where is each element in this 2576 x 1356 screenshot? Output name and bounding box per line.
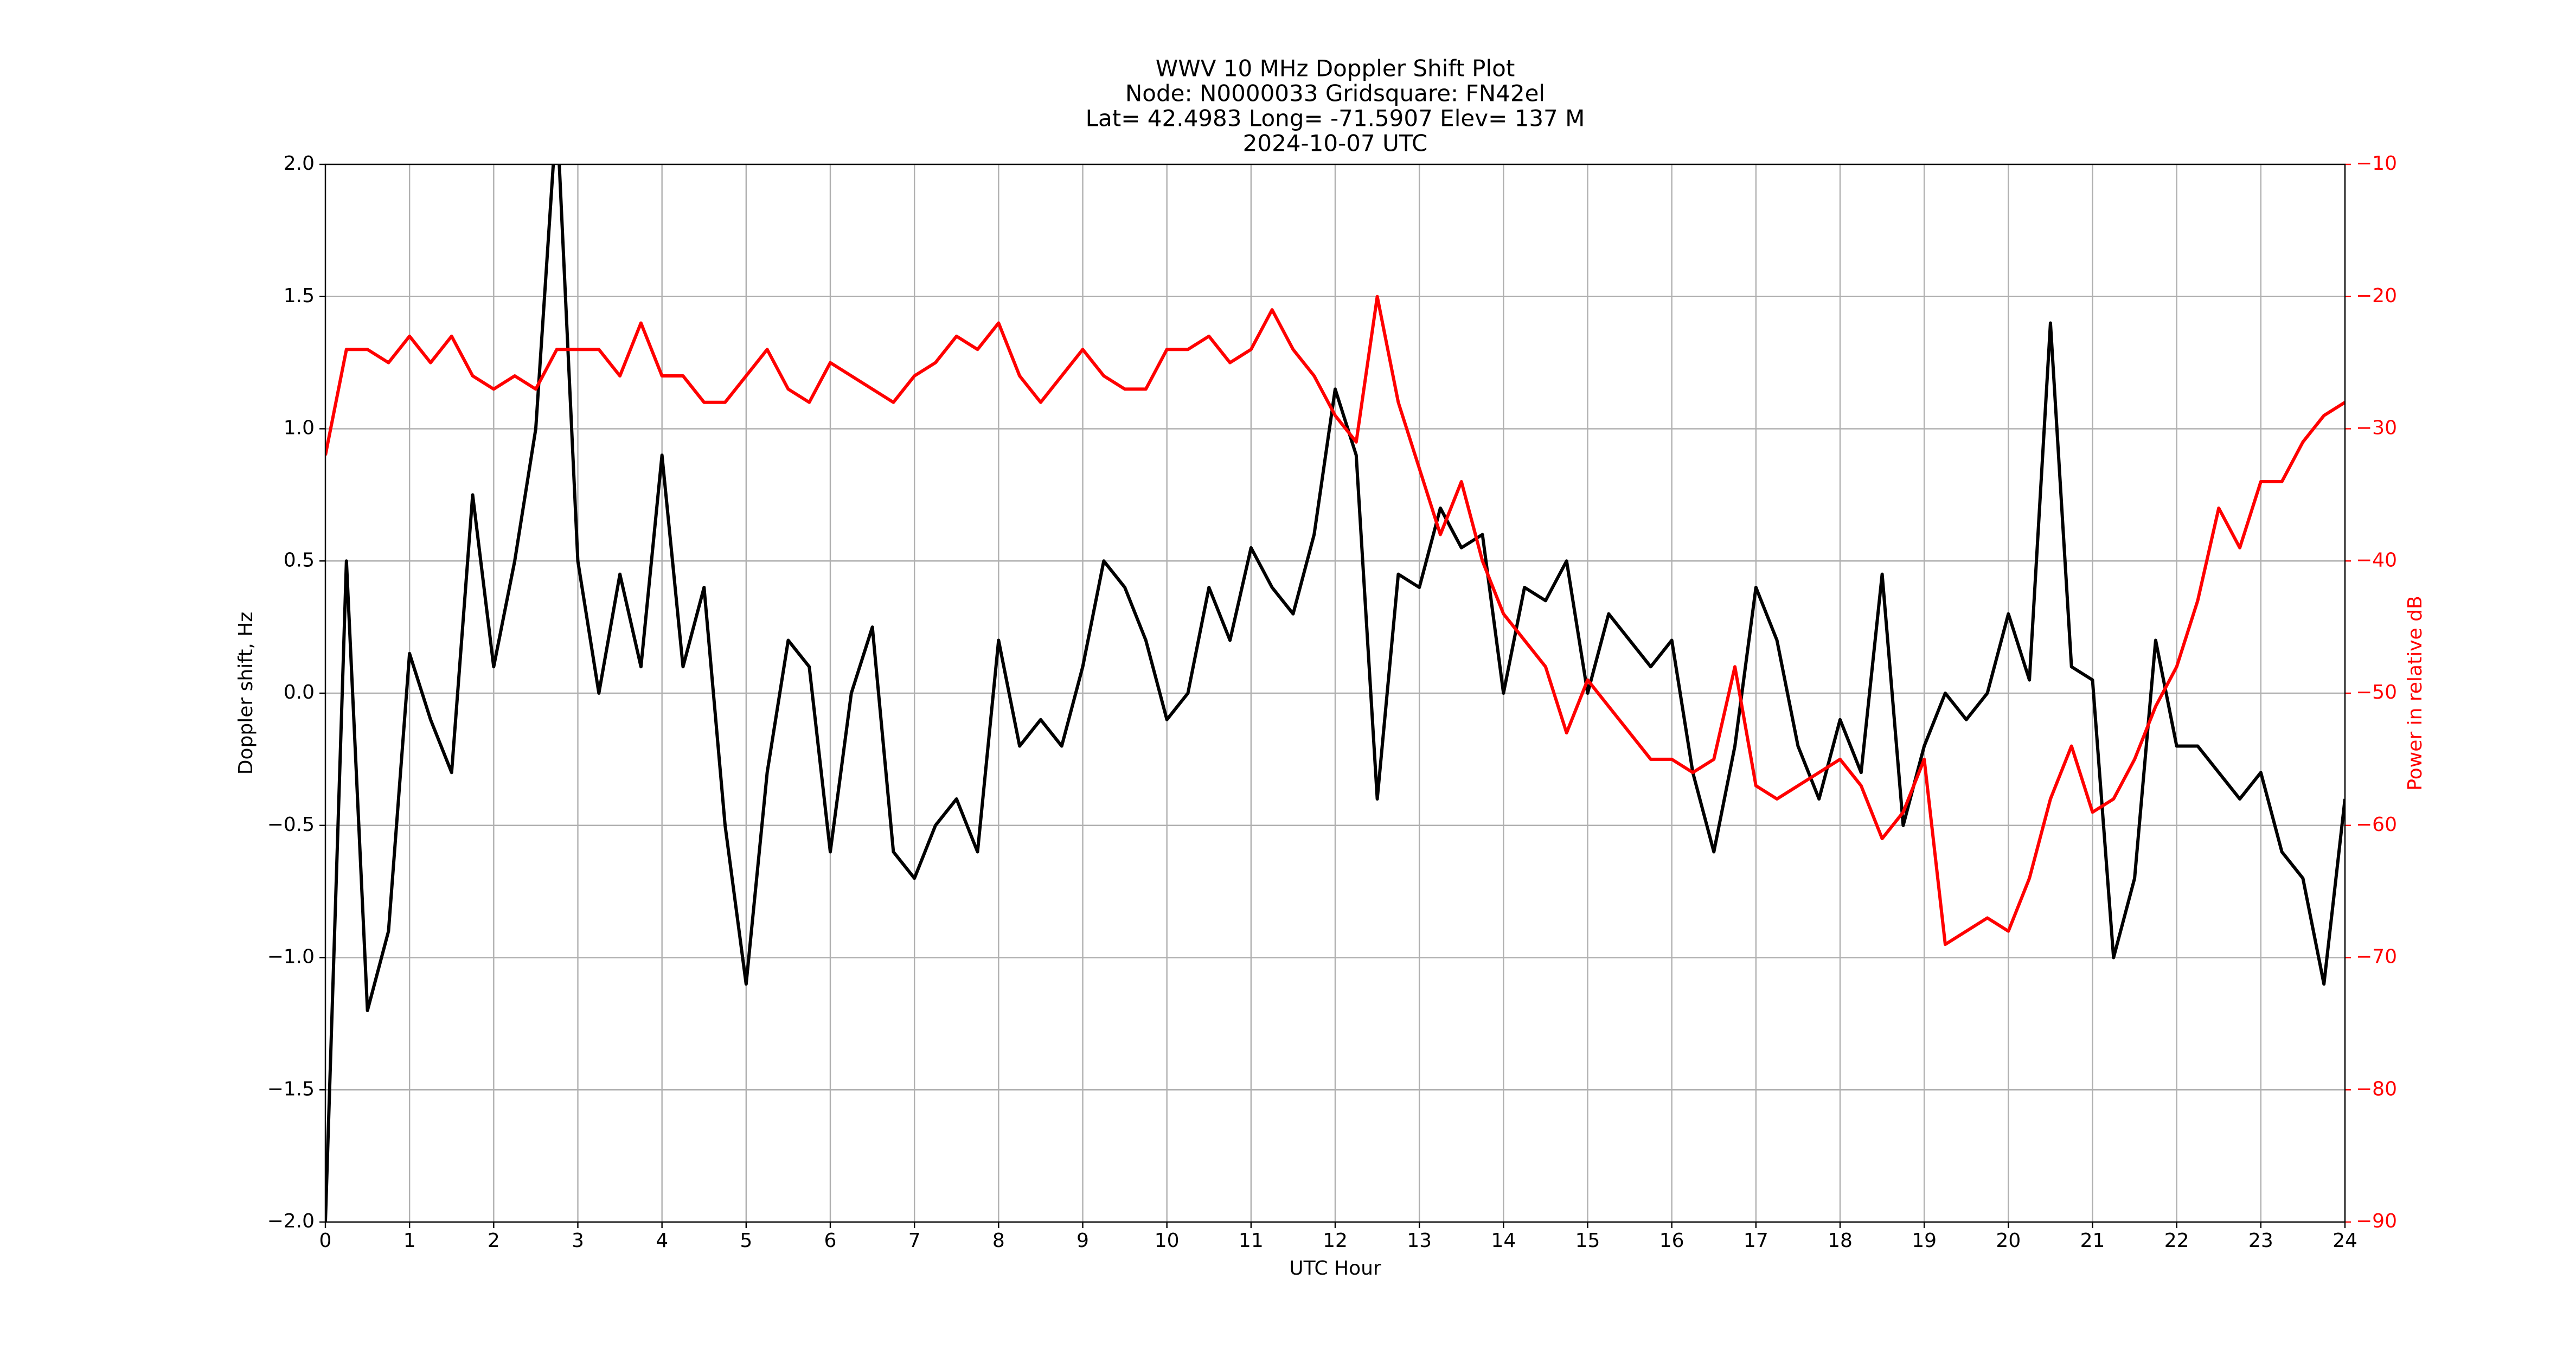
x-tick-label: 18 (1828, 1230, 1853, 1252)
x-tick-label: 10 (1155, 1230, 1180, 1252)
y-tick-label: 0.0 (284, 681, 315, 703)
x-tick-label: 16 (1659, 1230, 1684, 1252)
x-tick-label: 20 (1996, 1230, 2021, 1252)
chart-subtitle: 2024-10-07 UTC (1243, 130, 1428, 157)
x-tick-label: 14 (1491, 1230, 1516, 1252)
x-tick-label: 23 (2248, 1230, 2273, 1252)
x-tick-label: 21 (2080, 1230, 2105, 1252)
y-tick-label: −2.0 (267, 1210, 315, 1232)
y2-tick-label: −60 (2356, 814, 2397, 836)
y-tick-label: 1.0 (284, 417, 315, 439)
y2-tick-label: −90 (2356, 1210, 2397, 1232)
y2-tick-label: −40 (2356, 549, 2397, 571)
x-tick-label: 12 (1323, 1230, 1348, 1252)
x-tick-label: 0 (319, 1230, 332, 1252)
x-tick-label: 1 (403, 1230, 416, 1252)
plot-lines (325, 164, 2345, 1222)
chart-subtitle: Node: N0000033 Gridsquare: FN42el (1125, 80, 1545, 107)
x-tick-label: 19 (1912, 1230, 1937, 1252)
y-tick-label: 0.5 (284, 549, 315, 571)
data-line (325, 295, 2345, 946)
y2-tick-label: −80 (2356, 1078, 2397, 1100)
x-tick-label: 8 (992, 1230, 1005, 1252)
y-tick-label: 2.0 (284, 152, 315, 175)
chart-subtitle: Lat= 42.4983 Long= -71.5907 Elev= 137 M (1086, 105, 1585, 132)
x-tick-label: 4 (656, 1230, 668, 1252)
plot-frame (324, 163, 2346, 1223)
y2-tick-label: −70 (2356, 946, 2397, 968)
y2-tick-label: −50 (2356, 681, 2397, 703)
chart-title: WWV 10 MHz Doppler Shift Plot (1156, 55, 1515, 82)
y-tick-label: −0.5 (267, 814, 315, 836)
y-tick-label: −1.5 (267, 1078, 315, 1100)
y-tick-label: −1.0 (267, 946, 315, 968)
y-axis-label: Doppler shift, Hz (235, 612, 257, 775)
x-axis-label: UTC Hour (1289, 1257, 1381, 1280)
y-tick-label: 1.5 (284, 285, 315, 307)
y2-tick-label: −10 (2356, 152, 2397, 175)
x-tick-label: 15 (1575, 1230, 1600, 1252)
y2-tick-label: −20 (2356, 285, 2397, 307)
x-tick-label: 5 (740, 1230, 752, 1252)
x-tick-label: 24 (2333, 1230, 2357, 1252)
x-tick-label: 3 (572, 1230, 584, 1252)
x-tick-label: 11 (1239, 1230, 1264, 1252)
x-tick-label: 7 (908, 1230, 921, 1252)
data-line (325, 164, 2345, 1222)
y2-axis-label: Power in relative dB (2404, 596, 2426, 790)
x-tick-label: 17 (1744, 1230, 1768, 1252)
x-tick-label: 2 (488, 1230, 500, 1252)
x-tick-label: 13 (1407, 1230, 1432, 1252)
x-tick-label: 6 (824, 1230, 837, 1252)
y2-tick-label: −30 (2356, 417, 2397, 439)
x-tick-label: 9 (1076, 1230, 1089, 1252)
x-tick-label: 22 (2164, 1230, 2189, 1252)
